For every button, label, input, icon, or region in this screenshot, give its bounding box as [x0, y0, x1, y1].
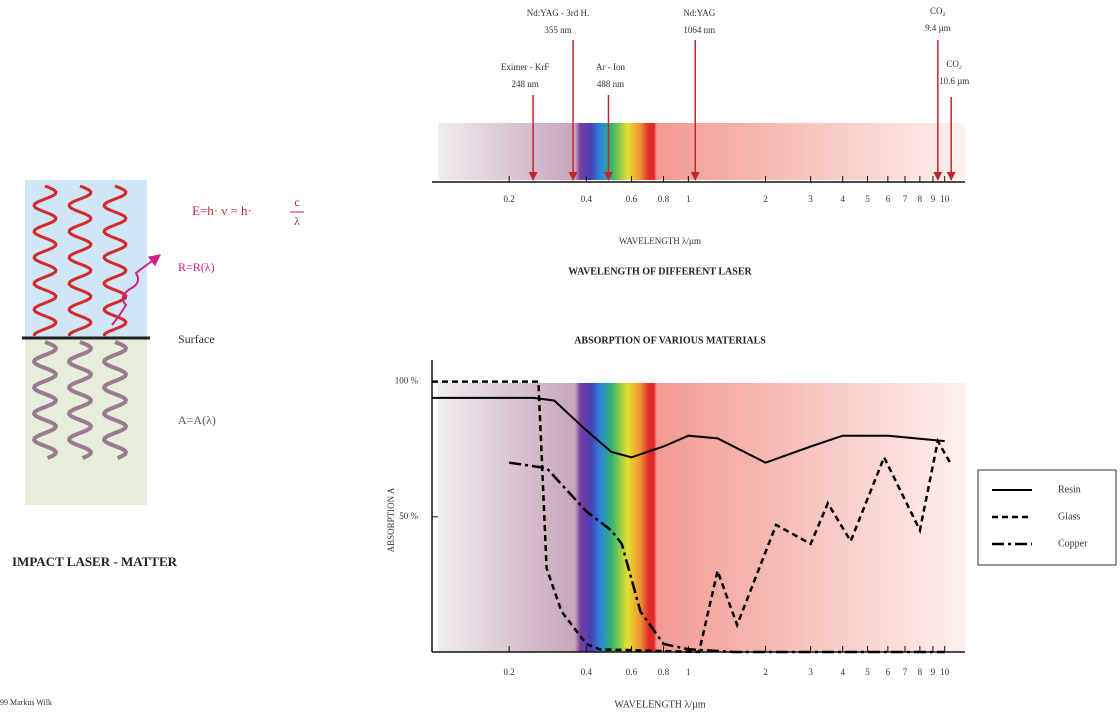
x-tick-label: 0.2	[504, 667, 515, 677]
impact-diagram: E=h· ν = h· c λ R=R(λ) Surface A=A(λ) IM…	[0, 180, 304, 707]
absorption-label: A=A(λ)	[178, 413, 216, 427]
x-tick-label: 3	[808, 194, 813, 204]
x-tick-label: 0.8	[658, 667, 670, 677]
laser-name: Ar - Ion	[596, 62, 625, 72]
y-axis-label: ABSORPTION A	[386, 487, 396, 552]
x-tick-label: 10	[940, 667, 950, 677]
legend-box	[978, 470, 1116, 565]
x-tick-label: 3	[808, 667, 813, 677]
laser-wavelength: 355 nm	[544, 25, 571, 35]
x-tick-label: 5	[865, 667, 870, 677]
chart-title: WAVELENGTH OF DIFFERENT LASER	[568, 266, 752, 277]
x-tick-label: 0.2	[504, 194, 515, 204]
x-tick-label: 8	[918, 667, 923, 677]
laser-wavelength: 10.6 µm	[939, 76, 969, 86]
x-axis-label: WAVELENGTH λ/µm	[619, 236, 701, 246]
energy-formula: E=h· ν = h·	[192, 203, 252, 218]
y-tick-label: 50 %	[399, 511, 418, 521]
laser-wavelength: 1064 nm	[683, 25, 715, 35]
figure: E=h· ν = h· c λ R=R(λ) Surface A=A(λ) IM…	[0, 0, 1120, 717]
laser-wavelength: 248 nm	[511, 79, 538, 89]
credit: 99 Markus Wilk	[0, 698, 52, 707]
x-tick-label: 8	[918, 194, 923, 204]
legend-label: Resin	[1058, 484, 1081, 495]
formula-numerator: c	[294, 195, 299, 209]
x-tick-label: 6	[886, 194, 891, 204]
x-tick-label: 5	[865, 194, 870, 204]
legend-label: Glass	[1058, 511, 1080, 522]
x-tick-label: 0.8	[658, 194, 670, 204]
x-tick-label: 7	[903, 194, 908, 204]
x-tick-label: 9	[931, 667, 936, 677]
x-tick-label: 7	[903, 667, 908, 677]
x-axis-label: WAVELENGTH λ/µm	[614, 699, 705, 710]
x-tick-label: 0.6	[626, 194, 638, 204]
x-tick-label: 4	[840, 194, 845, 204]
x-tick-label: 0.6	[626, 667, 638, 677]
laser-wavelength: 9.4 µm	[925, 23, 951, 33]
surface-label: Surface	[178, 332, 215, 346]
x-tick-label: 9	[931, 194, 936, 204]
reflection-label: R=R(λ)	[178, 260, 215, 274]
laser-wavelength: 488 nm	[597, 79, 624, 89]
laser-name: CO₂	[946, 59, 962, 69]
x-tick-label: 10	[940, 194, 950, 204]
x-tick-label: 4	[840, 667, 845, 677]
y-tick-label: 100 %	[395, 376, 419, 386]
legend: Resin Glass Copper	[978, 470, 1116, 565]
x-tick-label: 0.4	[581, 667, 593, 677]
diagram-title: IMPACT LASER - MATTER	[12, 554, 178, 569]
laser-name: Eximer - KrF	[501, 62, 550, 72]
legend-label: Copper	[1058, 538, 1088, 549]
x-tick-label: 2	[763, 667, 768, 677]
chart-title: ABSORPTION OF VARIOUS MATERIALS	[574, 335, 766, 346]
formula-denominator: λ	[294, 214, 300, 228]
laser-name: Nd:YAG - 3rd H.	[527, 8, 590, 18]
x-tick-label: 2	[763, 194, 768, 204]
laser-name: Nd:YAG	[683, 8, 716, 18]
spectrum-band	[438, 383, 965, 652]
x-tick-label: 0.4	[581, 194, 593, 204]
laser-name: CO₂	[930, 6, 946, 16]
spectrum-band	[438, 123, 965, 180]
x-tick-label: 1	[686, 667, 691, 677]
x-tick-label: 6	[886, 667, 891, 677]
x-tick-label: 1	[686, 194, 691, 204]
